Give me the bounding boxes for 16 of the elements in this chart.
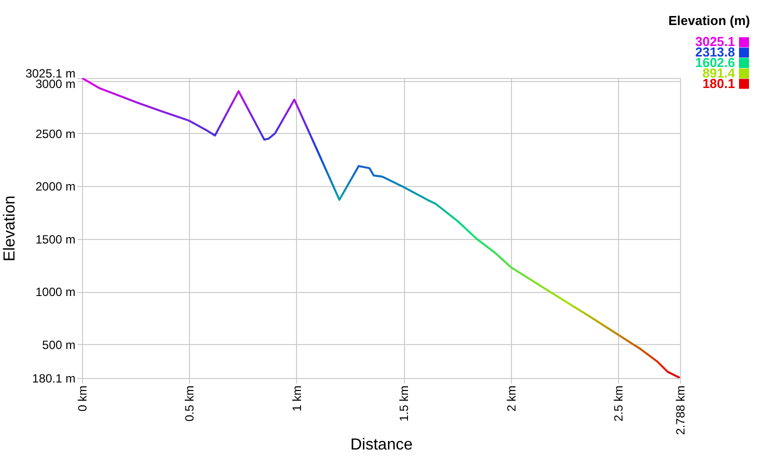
x-tick-label: 0 km [76, 386, 90, 412]
x-tick-label: 2.788 km [674, 385, 688, 435]
y-tick-label: 2000 m [35, 180, 76, 194]
y-tick-label: 180.1 m [32, 372, 76, 386]
x-tick-label: 2.5 km [612, 386, 626, 422]
y-tick-label: 1000 m [35, 285, 76, 300]
x-tick-label: 1 km [290, 386, 304, 412]
x-tick-label: 0.5 km [182, 386, 197, 422]
legend-title: Elevation (m) [668, 13, 750, 28]
x-tick-label: 2 km [504, 386, 518, 412]
y-tick-label: 500 m [42, 338, 76, 352]
y-tick-label: 2500 m [35, 126, 76, 141]
x-tick-label: 1.5 km [397, 386, 412, 422]
y-tick-label: 1500 m [35, 232, 76, 246]
y-axis-title: Elevation [1, 196, 18, 262]
x-axis-title: Distance [350, 436, 413, 454]
